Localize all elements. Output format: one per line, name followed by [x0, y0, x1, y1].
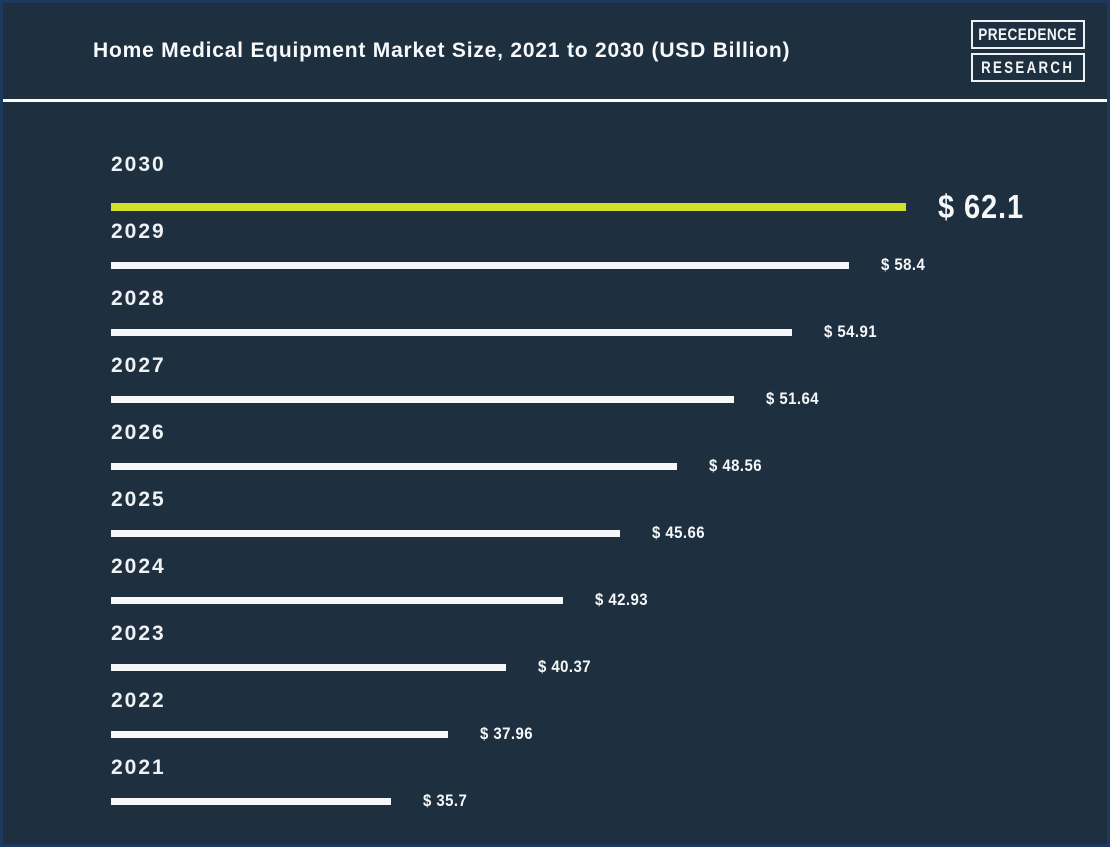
bar-row: 2028 $ 54.91	[111, 278, 1107, 345]
bar-line: $ 51.64	[111, 389, 1107, 409]
bar-line: $ 40.37	[111, 657, 1107, 677]
bar-row: 2030 $ 62.1	[111, 144, 1107, 225]
logo-text-research: RESEARCH	[981, 57, 1075, 77]
value-label: $ 37.96	[480, 724, 534, 743]
bar	[111, 395, 735, 403]
bar-row: 2027 $ 51.64	[111, 345, 1107, 412]
value-label: $ 51.64	[766, 389, 820, 408]
value-label: $ 35.7	[423, 791, 468, 810]
year-label: 2026	[111, 421, 166, 444]
bar-row: 2024 $ 42.93	[111, 546, 1107, 613]
header: Home Medical Equipment Market Size, 2021…	[3, 3, 1107, 99]
logo-box-top: PRECEDENCE	[971, 20, 1085, 49]
bar-row: 2029 $ 58.4	[111, 211, 1107, 278]
year-label: 2024	[111, 555, 166, 578]
bar	[111, 663, 506, 671]
bar-row: 2021 $ 35.7	[111, 747, 1107, 814]
year-label: 2025	[111, 488, 166, 511]
value-label: $ 54.91	[823, 322, 877, 341]
year-label: 2030	[111, 153, 166, 176]
bar	[111, 529, 620, 537]
bar	[111, 462, 678, 470]
precedence-research-logo: PRECEDENCE RESEARCH	[971, 20, 1085, 86]
bar-row: 2026 $ 48.56	[111, 412, 1107, 479]
value-label: $ 58.4	[880, 255, 926, 274]
bar	[111, 328, 792, 336]
chart-title: Home Medical Equipment Market Size, 2021…	[93, 39, 791, 62]
bar-line: $ 37.96	[111, 724, 1107, 744]
year-label: 2022	[111, 689, 166, 712]
bar-line: $ 48.56	[111, 456, 1107, 476]
bar-line: $ 54.91	[111, 322, 1107, 342]
header-divider	[3, 99, 1107, 102]
year-label: 2028	[111, 287, 166, 310]
bar-row: 2025 $ 45.66	[111, 479, 1107, 546]
bar-line: $ 58.4	[111, 255, 1107, 275]
bar-line: $ 45.66	[111, 523, 1107, 543]
bar	[111, 203, 906, 211]
bar	[111, 797, 392, 805]
year-label: 2029	[111, 220, 166, 243]
bar-line: $ 62.1	[111, 188, 1107, 226]
year-label: 2023	[111, 622, 166, 645]
bar	[111, 261, 849, 269]
bar-line: $ 42.93	[111, 590, 1107, 610]
year-label: 2027	[111, 354, 166, 377]
value-label: $ 40.37	[537, 657, 591, 676]
value-label: $ 45.66	[652, 523, 706, 542]
year-label: 2021	[111, 756, 166, 779]
logo-text-precedence: PRECEDENCE	[978, 24, 1078, 44]
value-label: $ 48.56	[709, 456, 763, 475]
bar-chart: 2030 $ 62.1 2029 $ 58.4 2028 $ 54.91 202…	[3, 102, 1107, 814]
bar	[111, 596, 563, 604]
bar	[111, 730, 449, 738]
bar-row: 2022 $ 37.96	[111, 680, 1107, 747]
bar-row: 2023 $ 40.37	[111, 613, 1107, 680]
bar-line: $ 35.7	[111, 791, 1107, 811]
value-label: $ 42.93	[594, 590, 648, 609]
logo-box-bottom: RESEARCH	[971, 53, 1085, 82]
value-label: $ 62.1	[938, 188, 1025, 225]
